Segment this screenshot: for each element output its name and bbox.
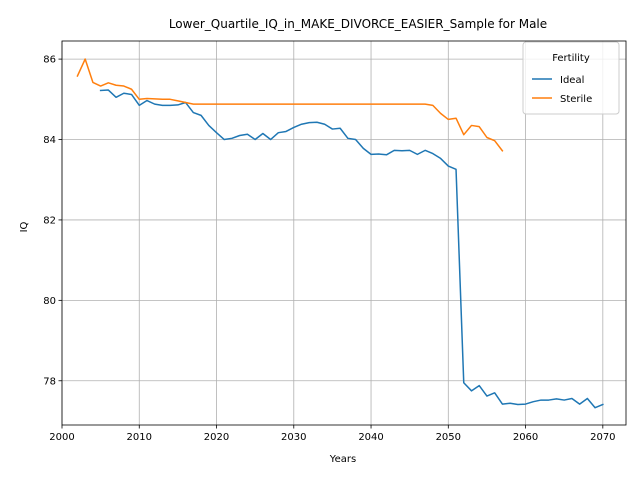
y-tick-label: 80 (43, 296, 56, 307)
x-tick-label: 2010 (127, 432, 152, 443)
y-axis-label: IQ (19, 221, 30, 232)
x-axis-label: Years (329, 454, 356, 465)
legend-title: Fertility (552, 53, 590, 64)
x-tick-label: 2000 (49, 432, 74, 443)
y-tick-label: 86 (43, 55, 56, 66)
y-tick-label: 82 (43, 215, 56, 226)
x-tick-label: 2060 (513, 432, 538, 443)
x-tick-label: 2070 (590, 432, 615, 443)
y-tick-label: 84 (43, 135, 56, 146)
x-tick-label: 2030 (281, 432, 306, 443)
chart-title: Lower_Quartile_IQ_in_MAKE_DIVORCE_EASIER… (169, 17, 547, 31)
legend-label-ideal: Ideal (560, 75, 584, 86)
y-tick-label: 78 (43, 376, 56, 387)
legend: Fertility Ideal Sterile (523, 42, 619, 114)
x-tick-label: 2040 (358, 432, 383, 443)
x-tick-label: 2050 (436, 432, 461, 443)
x-tick-label: 2020 (204, 432, 229, 443)
legend-label-sterile: Sterile (560, 94, 592, 105)
